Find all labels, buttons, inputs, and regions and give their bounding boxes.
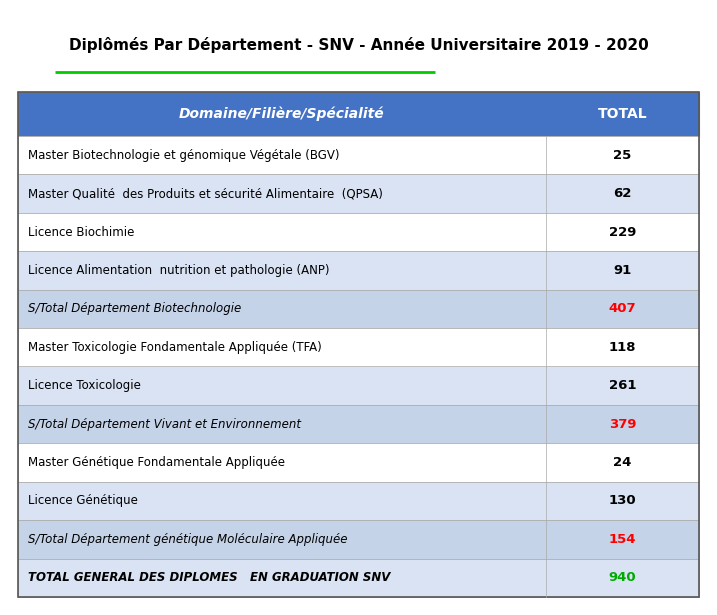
Text: Diplômés Par Département - SNV - Année Universitaire 2019 - 2020: Diplômés Par Département - SNV - Année U… bbox=[69, 37, 648, 53]
Bar bbox=[18, 252, 699, 290]
Text: 407: 407 bbox=[609, 303, 636, 315]
Bar bbox=[18, 136, 699, 175]
Text: 24: 24 bbox=[613, 456, 632, 469]
Text: Master Biotechnologie et génomique Végétale (BGV): Master Biotechnologie et génomique Végét… bbox=[28, 149, 340, 162]
Bar bbox=[18, 328, 699, 367]
Text: Master Toxicologie Fondamentale Appliquée (TFA): Master Toxicologie Fondamentale Appliqué… bbox=[28, 341, 322, 354]
Text: 130: 130 bbox=[609, 494, 636, 507]
Text: 25: 25 bbox=[613, 149, 632, 162]
Text: Domaine/Filière/Spécialité: Domaine/Filière/Spécialité bbox=[179, 107, 385, 121]
Text: TOTAL: TOTAL bbox=[597, 107, 647, 121]
Text: 91: 91 bbox=[613, 264, 632, 277]
Text: Master Génétique Fondamentale Appliquée: Master Génétique Fondamentale Appliquée bbox=[28, 456, 285, 469]
Text: S/Total Département Vivant et Environnement: S/Total Département Vivant et Environnem… bbox=[28, 418, 301, 430]
Text: Licence Biochimie: Licence Biochimie bbox=[28, 226, 134, 239]
Text: 229: 229 bbox=[609, 226, 636, 239]
Text: Licence Génétique: Licence Génétique bbox=[28, 494, 138, 507]
Bar bbox=[18, 367, 699, 405]
Bar bbox=[18, 405, 699, 443]
Text: S/Total Département génétique Moléculaire Appliquée: S/Total Département génétique Moléculair… bbox=[28, 533, 348, 546]
Bar bbox=[18, 92, 699, 597]
Text: 940: 940 bbox=[609, 571, 636, 584]
Bar bbox=[18, 558, 699, 597]
Text: Licence Alimentation  nutrition et pathologie (ANP): Licence Alimentation nutrition et pathol… bbox=[28, 264, 330, 277]
Bar bbox=[18, 520, 699, 558]
Text: Licence Toxicologie: Licence Toxicologie bbox=[28, 379, 141, 392]
Text: TOTAL GENERAL DES DIPLOMES   EN GRADUATION SNV: TOTAL GENERAL DES DIPLOMES EN GRADUATION… bbox=[28, 571, 390, 584]
Bar bbox=[18, 290, 699, 328]
Text: 261: 261 bbox=[609, 379, 636, 392]
Bar bbox=[18, 213, 699, 252]
Bar bbox=[18, 443, 699, 482]
Bar bbox=[18, 92, 699, 136]
Text: 379: 379 bbox=[609, 418, 636, 430]
Text: 62: 62 bbox=[613, 187, 632, 200]
Text: Master Qualité  des Produits et sécurité Alimentaire  (QPSA): Master Qualité des Produits et sécurité … bbox=[28, 187, 383, 200]
Text: S/Total Département Biotechnologie: S/Total Département Biotechnologie bbox=[28, 303, 241, 315]
Text: 154: 154 bbox=[609, 533, 636, 546]
Text: 118: 118 bbox=[609, 341, 636, 354]
Bar bbox=[18, 482, 699, 520]
Bar bbox=[18, 175, 699, 213]
